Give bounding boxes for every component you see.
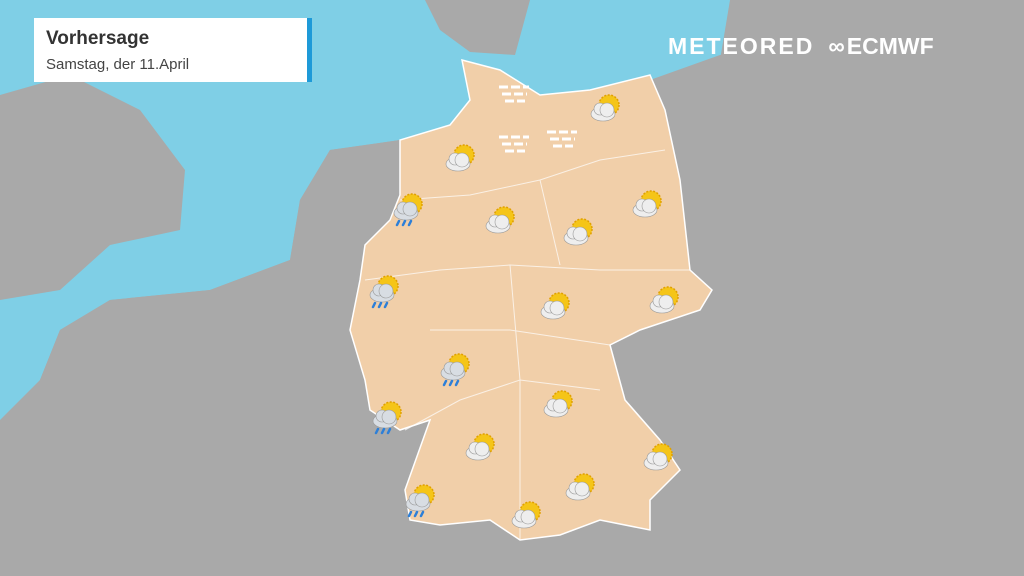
- logos: METEORED ∞ ECMWF: [668, 33, 934, 60]
- sun-cloud-icon: [638, 441, 678, 477]
- ecmwf-symbol-icon: ∞: [828, 33, 845, 59]
- sun-cloud-rain-icon: [367, 399, 407, 435]
- sun-cloud-rain-icon: [435, 351, 475, 387]
- ecmwf-logo: ∞ ECMWF: [828, 33, 934, 59]
- fog-icon: [495, 127, 535, 163]
- sun-cloud-icon: [535, 290, 575, 326]
- sun-cloud-icon: [460, 431, 500, 467]
- title: Vorhersage: [46, 28, 150, 49]
- sun-cloud-icon: [538, 388, 578, 424]
- sun-cloud-icon: [585, 92, 625, 128]
- sun-cloud-icon: [644, 284, 684, 320]
- state-borders: [364, 149, 690, 540]
- sun-cloud-icon: [627, 188, 667, 224]
- scandinavia: [425, 0, 530, 55]
- sun-cloud-rain-icon: [388, 191, 428, 227]
- sun-cloud-icon: [480, 204, 520, 240]
- title-panel: Vorhersage Samstag, der 11.April: [34, 18, 312, 82]
- sun-cloud-icon: [440, 142, 480, 178]
- sun-cloud-icon: [560, 471, 600, 507]
- fog-icon: [495, 77, 535, 113]
- meteored-logo: METEORED: [668, 33, 815, 59]
- great-britain: [0, 75, 185, 300]
- germany: [349, 58, 713, 541]
- sun-cloud-icon: [506, 499, 546, 535]
- sea: [0, 0, 730, 420]
- date-subtitle: Samstag, der 11.April: [46, 56, 190, 73]
- sun-cloud-rain-icon: [364, 273, 404, 309]
- sun-cloud-rain-icon: [400, 482, 440, 518]
- fog-icon: [543, 122, 583, 158]
- sun-cloud-icon: [558, 216, 598, 252]
